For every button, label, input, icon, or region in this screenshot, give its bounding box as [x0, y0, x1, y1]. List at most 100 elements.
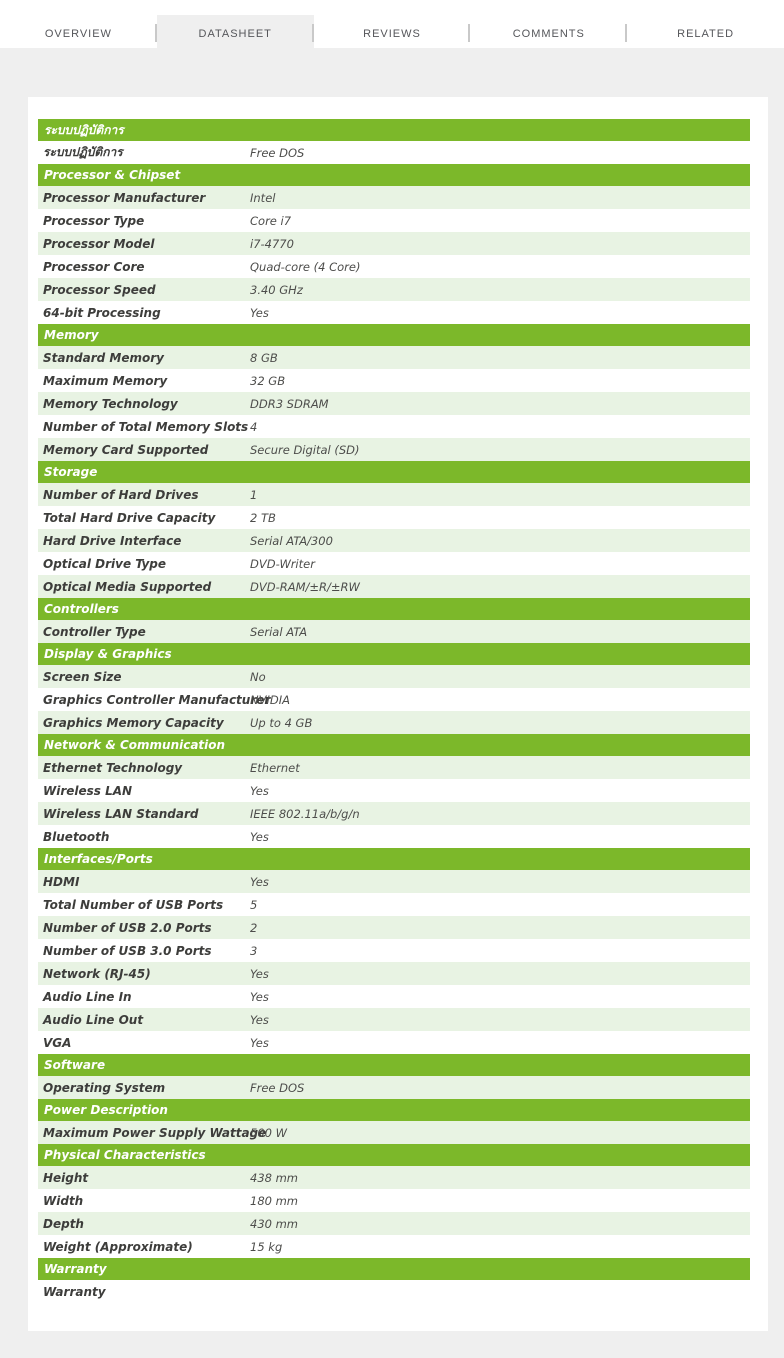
spec-row: Number of USB 3.0 Ports 3	[38, 939, 750, 962]
spec-row: Memory Card Supported Secure Digital (SD)	[38, 438, 750, 461]
tab-label: REVIEWS	[363, 28, 421, 40]
spec-row: Ethernet Technology Ethernet	[38, 756, 750, 779]
spec-label: Memory Technology	[43, 396, 178, 411]
spec-row: Weight (Approximate) 15 kg	[38, 1235, 750, 1258]
spec-row: Wireless LAN Yes	[38, 779, 750, 802]
spec-label: Maximum Power Supply Wattage	[43, 1125, 267, 1140]
spec-label: Optical Drive Type	[43, 556, 167, 571]
spec-row: Graphics Memory Capacity Up to 4 GB	[38, 711, 750, 734]
spec-row: Screen Size No	[38, 665, 750, 688]
spec-label: Number of Total Memory Slots	[43, 419, 249, 434]
tab-reviews[interactable]: REVIEWS	[314, 0, 471, 48]
spec-row: Width 180 mm	[38, 1189, 750, 1212]
spec-row: VGA Yes	[38, 1031, 750, 1054]
spec-row: Optical Media Supported DVD-RAM/±R/±RW	[38, 575, 750, 598]
spec-row: Network (RJ-45) Yes	[38, 962, 750, 985]
spec-label: Processor Manufacturer	[43, 190, 206, 205]
section-header: Network & Communication	[38, 734, 750, 756]
tab-overview[interactable]: OVERVIEW	[0, 0, 157, 48]
tab-comments[interactable]: COMMENTS	[470, 0, 627, 48]
section-header: Storage	[38, 461, 750, 483]
tab-label: RELATED	[677, 28, 735, 40]
spec-label: ระบบปฏิบัติการ	[43, 145, 123, 159]
spec-value: Yes	[250, 1035, 269, 1050]
spec-value: Yes	[250, 966, 269, 981]
spec-row: HDMI Yes	[38, 870, 750, 893]
tab-label: OVERVIEW	[44, 28, 112, 40]
spec-label: Wireless LAN Standard	[43, 806, 199, 821]
spec-label: Audio Line In	[43, 989, 132, 1004]
spec-row: Processor Type Core i7	[38, 209, 750, 232]
spec-value: 3	[250, 943, 258, 958]
spec-value: Core i7	[250, 213, 292, 228]
spec-label: Total Number of USB Ports	[43, 897, 224, 912]
spec-label: Audio Line Out	[43, 1012, 144, 1027]
datasheet-table: ระบบปฏิบัติการ ระบบปฏิบัติการ Free DOS Proc…	[38, 119, 750, 1303]
section-header: Controllers	[38, 598, 750, 620]
spec-label: Graphics Memory Capacity	[43, 715, 224, 730]
spec-value: 8 GB	[250, 350, 278, 365]
spec-value: NVIDIA	[250, 692, 290, 707]
spec-value: 500 W	[250, 1125, 287, 1140]
spec-label: Processor Type	[43, 213, 145, 228]
spec-row: Audio Line Out Yes	[38, 1008, 750, 1031]
tab-related[interactable]: RELATED	[627, 0, 784, 48]
spec-row: ระบบปฏิบัติการ Free DOS	[38, 141, 750, 164]
spec-value: 438 mm	[250, 1170, 299, 1185]
spec-label: Depth	[43, 1216, 84, 1231]
spec-value: 2 TB	[250, 510, 276, 525]
section-header: Display & Graphics	[38, 643, 750, 665]
tab-bar: OVERVIEW DATASHEET REVIEWS COMMENTS RELATED	[0, 0, 784, 48]
spec-row: Controller Type Serial ATA	[38, 620, 750, 643]
spec-value: No	[250, 669, 266, 684]
spec-value: Serial ATA/300	[250, 533, 333, 548]
spec-value: Yes	[250, 874, 269, 889]
spec-row: Maximum Memory 32 GB	[38, 369, 750, 392]
spec-row: 64-bit Processing Yes	[38, 301, 750, 324]
section-header: Memory	[38, 324, 750, 346]
spec-label: Weight (Approximate)	[43, 1239, 193, 1254]
spec-label: Number of Hard Drives	[43, 487, 199, 502]
section-header: Warranty	[38, 1258, 750, 1280]
spec-value: 3.40 GHz	[250, 282, 303, 297]
spec-value: 4	[250, 419, 258, 434]
spec-label: Processor Model	[43, 236, 155, 251]
section-header: Power Description	[38, 1099, 750, 1121]
spec-value: Yes	[250, 1012, 269, 1027]
spec-value: Ethernet	[250, 760, 300, 775]
tab-label: COMMENTS	[512, 28, 585, 40]
spec-value: Yes	[250, 783, 269, 798]
spec-label: 64-bit Processing	[43, 305, 161, 320]
spec-label: VGA	[43, 1035, 72, 1050]
spec-label: Graphics Controller Manufacturer	[43, 692, 271, 707]
spec-label: Controller Type	[43, 624, 146, 639]
spec-row: Processor Model i7-4770	[38, 232, 750, 255]
spec-label: Hard Drive Interface	[43, 533, 182, 548]
spec-value: 32 GB	[250, 373, 286, 388]
spec-row: Operating System Free DOS	[38, 1076, 750, 1099]
spec-value: Quad-core (4 Core)	[250, 259, 361, 274]
spec-row: Total Number of USB Ports 5	[38, 893, 750, 916]
spec-row: Processor Manufacturer Intel	[38, 186, 750, 209]
spec-label: Height	[43, 1170, 89, 1185]
spec-label: Screen Size	[43, 669, 122, 684]
spec-value: DDR3 SDRAM	[250, 396, 329, 411]
spec-value: Yes	[250, 829, 269, 844]
spec-value: 430 mm	[250, 1216, 299, 1231]
spec-row: Hard Drive Interface Serial ATA/300	[38, 529, 750, 552]
spec-row: Processor Speed 3.40 GHz	[38, 278, 750, 301]
spec-row: Total Hard Drive Capacity 2 TB	[38, 506, 750, 529]
spec-label: Total Hard Drive Capacity	[43, 510, 216, 525]
spec-row: Warranty	[38, 1280, 750, 1303]
section-header: ระบบปฏิบัติการ	[38, 119, 750, 141]
spec-row: Depth 430 mm	[38, 1212, 750, 1235]
spec-value: i7-4770	[250, 236, 294, 251]
spec-value: Yes	[250, 305, 269, 320]
spec-value: 5	[250, 897, 258, 912]
tab-datasheet[interactable]: DATASHEET	[156, 0, 314, 48]
spec-row: Number of Total Memory Slots 4	[38, 415, 750, 438]
spec-label: Number of USB 2.0 Ports	[43, 920, 212, 935]
spec-value: Free DOS	[250, 145, 305, 160]
spec-label: Bluetooth	[43, 829, 110, 844]
spec-row: Audio Line In Yes	[38, 985, 750, 1008]
